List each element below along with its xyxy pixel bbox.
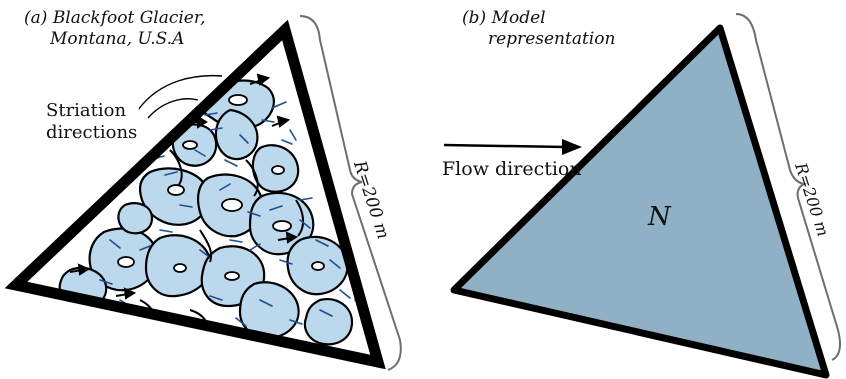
striation-leader-2 [147, 98, 199, 119]
panel-b-label: (b) [462, 8, 487, 28]
striation-annotation-line2: directions [46, 122, 138, 143]
flow-arrow-head [562, 139, 582, 155]
flow-arrow-shaft [443, 143, 566, 149]
panel-a-label: (a) [24, 8, 48, 28]
panel-a-title-line2: Montana, U.S.A [50, 29, 185, 49]
striation-annotation-line1: Striation [46, 100, 127, 121]
panel-a-title: (a) Blackfoot Glacier, Montana, U.S.A [24, 8, 206, 50]
panel-a-scale-bracket [299, 15, 402, 371]
striation-annotation: Striation directions [44, 100, 140, 144]
panel-b [443, 13, 841, 379]
panel-b-title-line2: representation [488, 29, 616, 49]
panel-b-scale-bracket [735, 13, 841, 361]
panel-b-center-label: N [648, 202, 671, 232]
panel-b-title-line1: Model [491, 8, 546, 28]
striation-leader-1 [137, 74, 223, 111]
panel-b-title: (b) Model representation [462, 8, 615, 50]
panel-b-triangle [450, 24, 830, 379]
panel-a [4, 15, 402, 371]
panel-a-title-line1: Blackfoot Glacier, [52, 8, 206, 28]
flow-direction-label: Flow direction [442, 158, 582, 180]
panel-a-triangle [4, 19, 386, 370]
ice-patches [58, 79, 364, 346]
